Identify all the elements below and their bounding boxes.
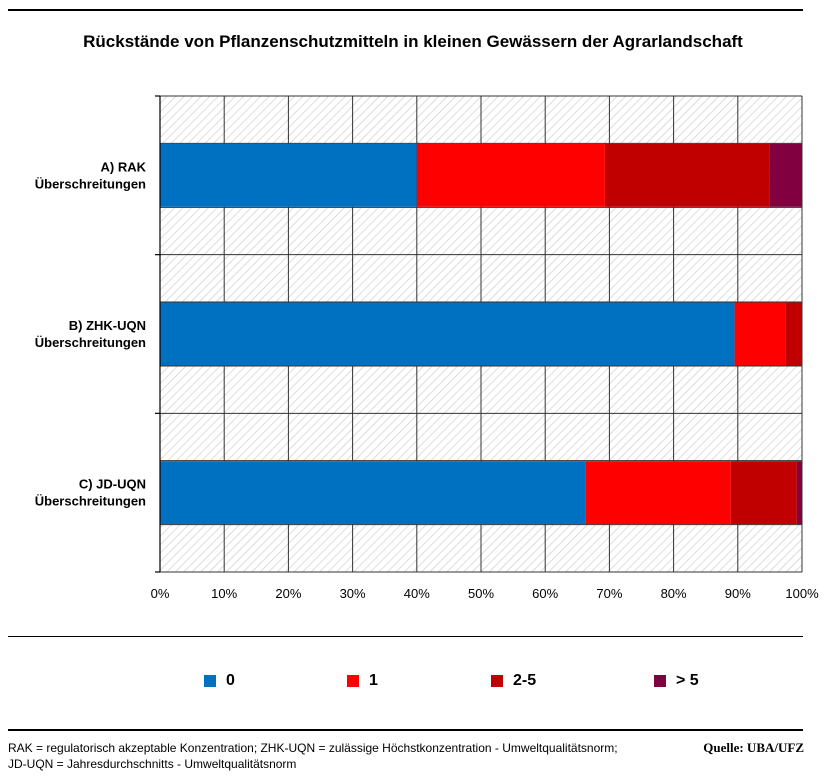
x-tick-label-2: 20% [275, 586, 301, 601]
category-label-0-line1: A) RAK [101, 159, 147, 174]
x-tick-label-9: 90% [725, 586, 751, 601]
bars [160, 143, 802, 525]
legend-label-2: 2-5 [513, 672, 537, 689]
legend-label-0: 0 [226, 672, 235, 689]
axes [155, 95, 161, 573]
bar-cat2-series1 [585, 461, 731, 525]
legend-item-2: 2-5 [491, 672, 536, 690]
category-label-2-line2: Überschreitungen [35, 494, 146, 509]
middle-rule [8, 636, 803, 637]
bar-cat0-series1 [416, 143, 605, 207]
legend-swatch-1 [347, 675, 359, 687]
x-tick-label-0: 0% [151, 586, 170, 601]
legend-label-1: 1 [369, 672, 378, 689]
bar-cat2-series3 [796, 461, 802, 525]
category-label-0-line2: Überschreitungen [35, 176, 146, 191]
legend-swatch-3 [654, 675, 666, 687]
bottom-rule [8, 729, 803, 731]
legend-item-3: > 5 [654, 672, 699, 690]
x-tick-label-5: 50% [468, 586, 494, 601]
x-tick-label-10: 100% [785, 586, 819, 601]
category-label-1-line1: B) ZHK-UQN [69, 318, 146, 333]
axis-labels: A) RAK Überschreitungen B) ZHK-UQN Überschr… [35, 159, 819, 601]
x-tick-label-7: 70% [596, 586, 622, 601]
bar-cat2-series2 [730, 461, 797, 525]
x-tick-label-8: 80% [661, 586, 687, 601]
x-tick-label-4: 40% [404, 586, 430, 601]
top-rule [8, 9, 803, 11]
bar-cat0-series0 [160, 143, 417, 207]
x-tick-label-6: 60% [532, 586, 558, 601]
category-label-1-line2: Überschreitungen [35, 335, 146, 350]
bar-cat0-series3 [769, 143, 802, 207]
bar-chart: A) RAK Überschreitungen B) ZHK-UQN Überschr… [35, 95, 819, 601]
legend-swatch-2 [491, 675, 503, 687]
bar-cat1-series1 [734, 302, 786, 366]
legend-label-3: > 5 [676, 672, 699, 689]
bar-cat1-series2 [785, 302, 802, 366]
bar-cat2-series0 [160, 461, 586, 525]
x-tick-label-3: 30% [340, 586, 366, 601]
bar-cat1-series0 [160, 302, 735, 366]
legend-item-1: 1 [347, 672, 378, 690]
bar-cat0-series2 [604, 143, 770, 207]
chart-title: Rückstände von Pflanzenschutzmitteln in … [83, 32, 743, 51]
legend-swatch-0 [204, 675, 216, 687]
legend: 0 1 2-5 > 5 [0, 672, 826, 696]
footnote-line-2: JD-UQN = Jahresdurchschnitts - Umweltqua… [8, 757, 297, 771]
x-tick-label-1: 10% [211, 586, 237, 601]
category-label-2-line1: C) JD-UQN [79, 477, 146, 492]
footnote: RAK = regulatorisch akzeptable Konzentra… [8, 740, 668, 772]
legend-item-0: 0 [204, 672, 235, 690]
footnote-line-1: RAK = regulatorisch akzeptable Konzentra… [8, 741, 618, 755]
source-label: Quelle: UBA/UFZ [703, 740, 804, 755]
